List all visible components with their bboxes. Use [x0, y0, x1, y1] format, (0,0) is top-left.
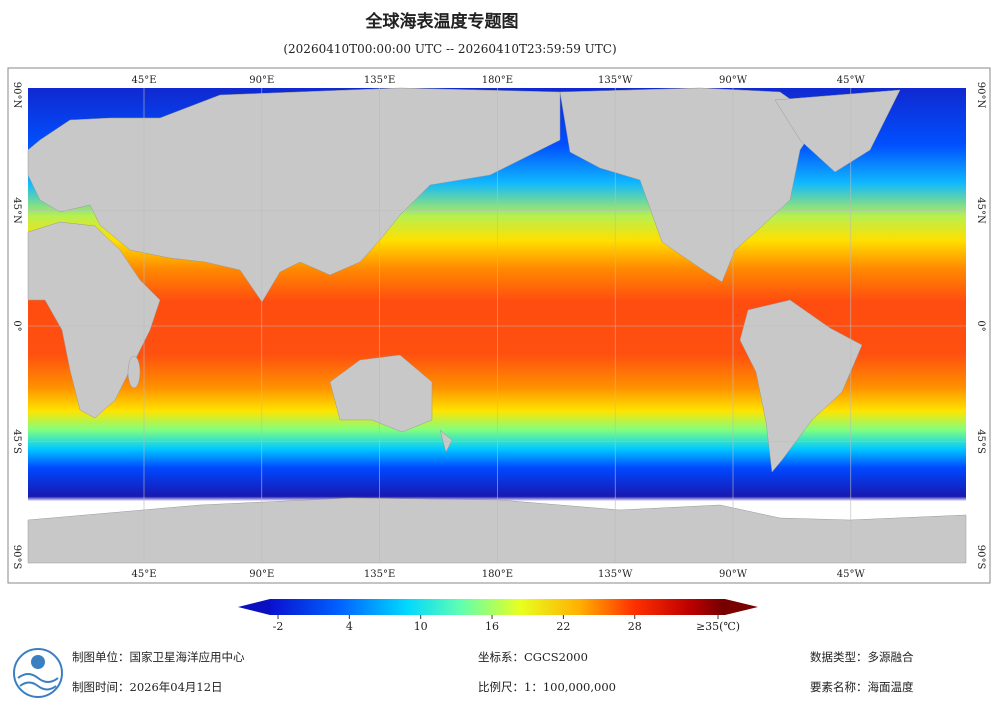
lon-label: 45°E [131, 569, 156, 580]
colorbar-high-arrow [725, 599, 758, 615]
lon-label: 180°E [482, 569, 513, 580]
lon-label: 90°E [249, 569, 274, 580]
lat-label: 90°S [11, 545, 22, 570]
footer-text: 坐标系：CGCS2000 [478, 650, 588, 664]
footer-text: 制图时间：2026年04月12日 [72, 680, 223, 694]
lat-label: 45°N [11, 197, 22, 224]
colorbar-gradient [270, 599, 725, 615]
lat-label: 90°N [975, 82, 986, 109]
footer-text: 制图单位：国家卫星海洋应用中心 [72, 650, 245, 664]
lat-label: 45°S [975, 429, 986, 454]
lat-label: 45°S [11, 429, 22, 454]
lon-label: 90°W [719, 569, 748, 580]
lon-label: 135°W [598, 569, 633, 580]
lon-label: 45°W [837, 75, 866, 86]
footer-text: 要素名称：海面温度 [810, 680, 914, 694]
land [27, 87, 967, 564]
lon-label: 180°E [482, 75, 513, 86]
colorbar-label: ≥35(℃) [696, 620, 740, 633]
colorbar-label: -2 [273, 620, 284, 633]
lon-label: 135°E [364, 569, 395, 580]
lon-label: 45°E [131, 75, 156, 86]
subtitle: (20260410T00:00:00 UTC -- 20260410T23:59… [283, 42, 616, 56]
lon-label: 90°E [249, 75, 274, 86]
footer-text: 比例尺：1：100,000,000 [478, 680, 616, 694]
lon-label: 45°W [837, 569, 866, 580]
colorbar: -2 4 10 16 22 28 ≥35(℃) [238, 599, 758, 633]
map [27, 87, 967, 564]
graticule [28, 88, 966, 563]
lat-label: 0° [975, 320, 986, 331]
colorbar-low-arrow [238, 599, 270, 615]
colorbar-label: 28 [628, 620, 642, 633]
lat-label: 45°N [975, 197, 986, 224]
colorbar-label: 22 [556, 620, 570, 633]
lon-label: 135°W [598, 75, 633, 86]
logo [13, 648, 63, 698]
footer-text: 数据类型：多源融合 [810, 650, 914, 664]
colorbar-label: 10 [414, 620, 428, 633]
title: 全球海表温度专题图 [365, 11, 519, 32]
lat-label: 90°S [975, 545, 986, 570]
lat-label: 0° [11, 320, 22, 331]
lon-label: 90°W [719, 75, 748, 86]
lon-label: 135°E [364, 75, 395, 86]
lat-label: 90°N [11, 82, 22, 109]
colorbar-label: 4 [346, 620, 353, 633]
colorbar-label: 16 [485, 620, 499, 633]
